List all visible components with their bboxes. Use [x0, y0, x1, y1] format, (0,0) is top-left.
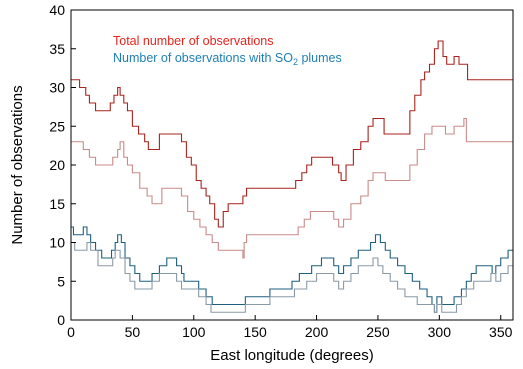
legend-entry-so2: Number of observations with SO2 plumes — [113, 51, 342, 67]
series-line-so2-light — [71, 241, 513, 313]
tick-layer: 0 50 100 150 200 250 300 350 0 5 10 15 20 25 30 35 40 — [49, 2, 512, 340]
y-tick-label: 25 — [49, 118, 65, 134]
x-tick-label: 350 — [489, 324, 513, 340]
y-tick-label: 0 — [57, 312, 65, 328]
y-tick-label: 15 — [49, 196, 65, 212]
x-tick-label: 100 — [182, 324, 206, 340]
x-tick-label: 250 — [366, 324, 390, 340]
legend-entry-total: Total number of observations — [113, 34, 274, 48]
series-layer — [71, 40, 513, 313]
x-tick-label: 50 — [125, 324, 141, 340]
x-tick-label: 0 — [67, 324, 75, 340]
legend-so2-subscript: 2 — [293, 57, 298, 67]
x-tick-label: 200 — [305, 324, 329, 340]
legend-so2-main: Number of observations with SO — [113, 51, 293, 65]
x-axis-label: East longitude (degrees) — [210, 347, 373, 364]
y-axis-label: Number of observations — [9, 85, 26, 244]
x-tick-label: 150 — [243, 324, 267, 340]
legend-so2-tail: plumes — [298, 51, 342, 65]
x-tick-label: 300 — [428, 324, 452, 340]
y-tick-label: 5 — [57, 273, 65, 289]
series-line-total-light — [71, 117, 513, 259]
series-line-so2-dark — [71, 226, 513, 313]
y-tick-label: 20 — [49, 157, 65, 173]
y-tick-label: 40 — [49, 2, 65, 18]
y-tick-label: 30 — [49, 80, 65, 96]
y-tick-label: 10 — [49, 235, 65, 251]
series-line-total-dark — [71, 40, 513, 228]
y-tick-label: 35 — [49, 41, 65, 57]
